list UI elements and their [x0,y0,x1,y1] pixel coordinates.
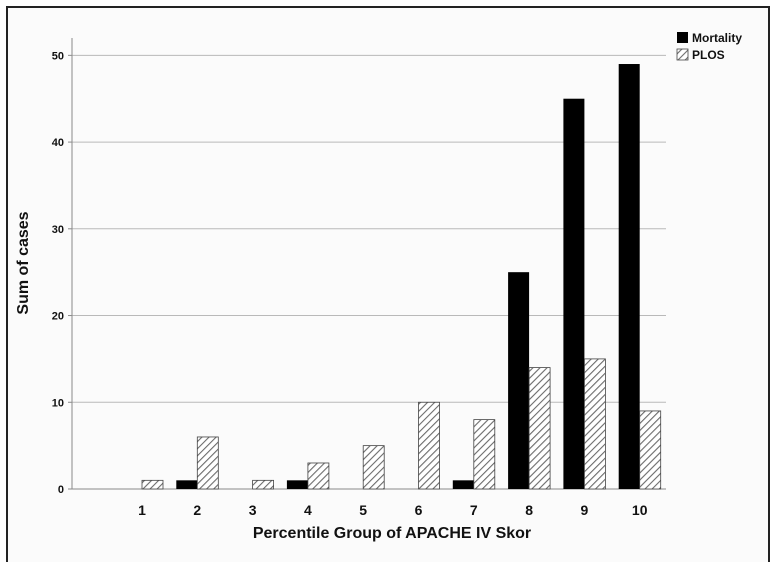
x-tick-label: 4 [304,502,312,518]
bar-mortality-7 [452,480,474,489]
bar-plos-7 [473,419,496,490]
legend-label-plos: PLOS [692,48,725,62]
x-tick-label: 8 [525,502,533,518]
bar-plos-8 [528,367,551,490]
bar-plos-5 [362,445,385,490]
legend-swatch-mortality [677,32,688,43]
bar-plos-9 [584,358,606,490]
legend-label-mortality: Mortality [692,31,742,45]
bar-mortality-9 [563,98,585,489]
bar-mortality-4 [286,480,308,489]
y-tick-label: 40 [52,137,64,149]
y-tick-label: 50 [52,50,64,62]
bar-plos-1 [141,479,164,490]
bar-plos-4 [307,462,330,490]
y-axis-title: Sum of cases [15,211,32,314]
legend: Mortality PLOS [676,31,742,62]
bar-mortality-8 [508,272,530,489]
x-tick-label: 5 [359,502,367,518]
x-axis-title: Percentile Group of APACHE IV Skor [253,525,531,542]
y-tick-labels: 0 10 20 30 40 50 [52,50,72,496]
x-tick-label: 2 [193,502,201,518]
x-tick-label: 10 [632,502,648,518]
x-tick-label: 1 [138,502,146,518]
chart-figure: 0 10 20 30 40 50 1 2 3 4 5 6 7 8 9 10 Sum of cases Per… [6,6,770,562]
bars [141,64,662,490]
y-tick-label: 30 [52,224,64,236]
bar-plos-3 [252,479,275,490]
legend-swatch-plos [676,48,689,61]
bar-plos-10 [639,410,662,490]
x-tick-label: 3 [249,502,257,518]
y-tick-label: 0 [58,484,64,496]
bar-mortality-2 [176,480,198,489]
x-tick-labels: 1 2 3 4 5 6 7 8 9 10 [138,502,648,518]
y-tick-label: 20 [52,311,64,323]
x-tick-label: 9 [581,502,589,518]
x-tick-label: 6 [415,502,423,518]
bar-chart: 0 10 20 30 40 50 1 2 3 4 5 6 7 8 9 10 Sum of cases Per… [15,31,742,542]
bar-plos-2 [196,436,219,490]
bar-plos-6 [418,401,440,490]
bar-mortality-10 [618,64,640,489]
x-tick-label: 7 [470,502,478,518]
y-tick-label: 10 [52,397,64,409]
